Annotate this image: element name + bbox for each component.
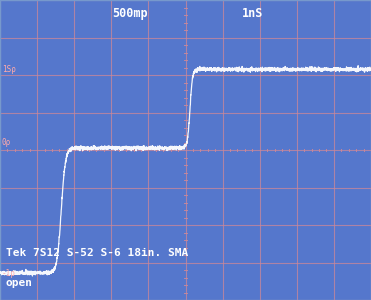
Text: 0ρ: 0ρ [2,138,11,147]
Text: open: open [6,278,33,288]
Text: 1Sρ: 1Sρ [2,65,16,74]
Text: -1ρ: -1ρ [2,268,16,278]
Text: Tek 7S12 S-52 S-6 18in. SMA: Tek 7S12 S-52 S-6 18in. SMA [6,248,188,258]
Text: 500mp: 500mp [112,7,148,20]
Text: 1nS: 1nS [242,7,263,20]
